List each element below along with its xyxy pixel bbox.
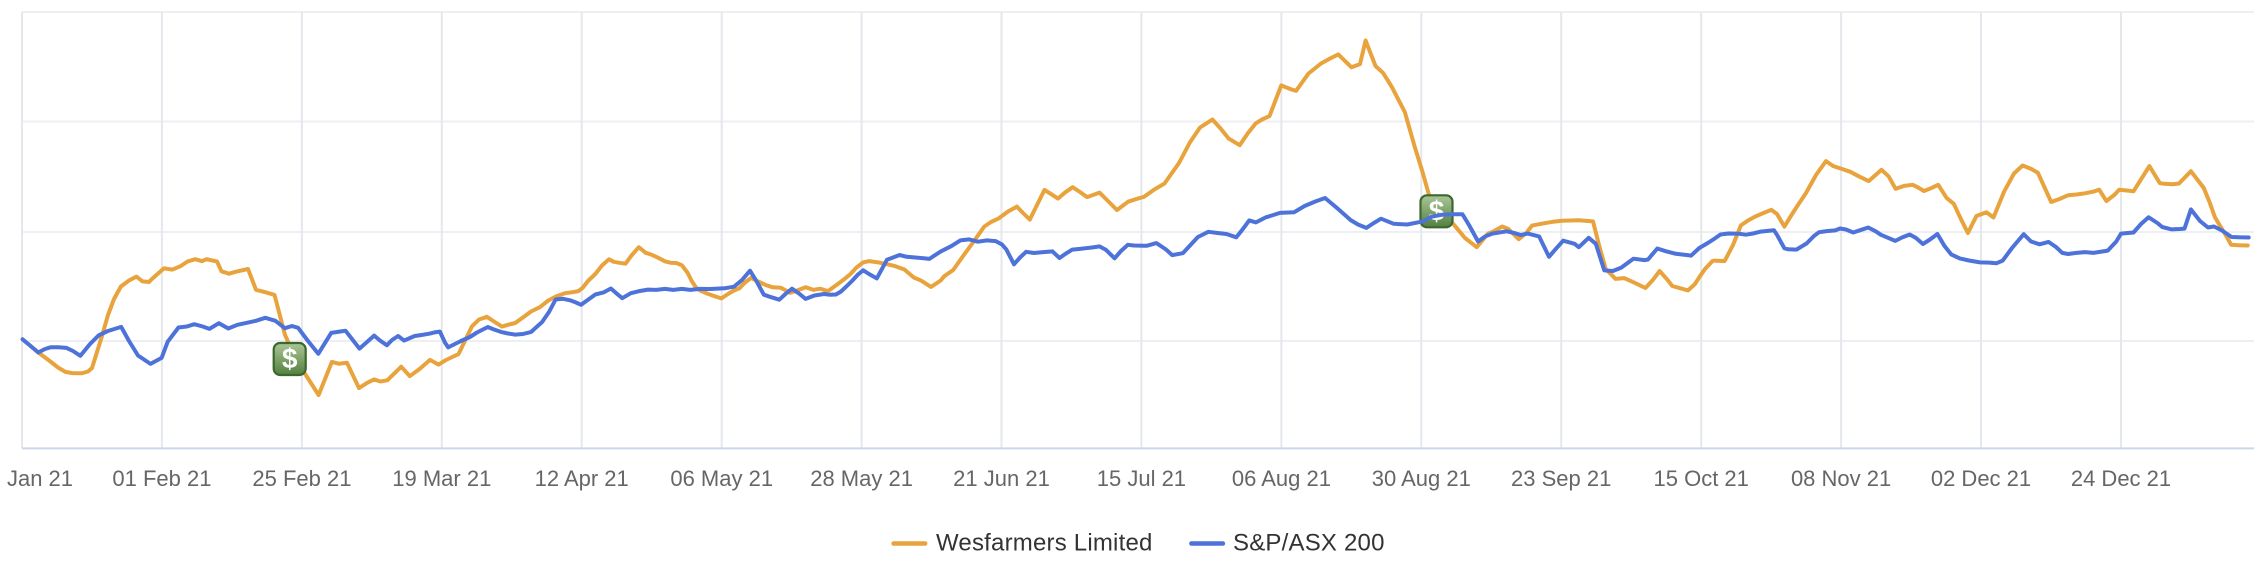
svg-text:23 Sep 21: 23 Sep 21 <box>1511 466 1611 491</box>
svg-text:15 Jul 21: 15 Jul 21 <box>1097 466 1186 491</box>
svg-text:25 Feb 21: 25 Feb 21 <box>252 466 351 491</box>
svg-text:15 Oct 21: 15 Oct 21 <box>1654 466 1749 491</box>
svg-text:12 Apr 21: 12 Apr 21 <box>535 466 629 491</box>
svg-text:08 Nov 21: 08 Nov 21 <box>1791 466 1891 491</box>
svg-text:S&P/ASX 200: S&P/ASX 200 <box>1233 530 1385 557</box>
svg-text:30 Aug 21: 30 Aug 21 <box>1372 466 1471 491</box>
svg-text:28 May 21: 28 May 21 <box>810 466 913 491</box>
svg-text:Wesfarmers Limited: Wesfarmers Limited <box>936 530 1153 557</box>
svg-text:01 Feb 21: 01 Feb 21 <box>112 466 211 491</box>
svg-text:Jan 21: Jan 21 <box>7 466 73 491</box>
svg-text:19 Mar 21: 19 Mar 21 <box>392 466 491 491</box>
svg-text:06 May 21: 06 May 21 <box>670 466 773 491</box>
svg-text:24 Dec 21: 24 Dec 21 <box>2071 466 2171 491</box>
svg-text:06 Aug 21: 06 Aug 21 <box>1232 466 1331 491</box>
svg-text:21 Jun 21: 21 Jun 21 <box>953 466 1050 491</box>
svg-text:02 Dec 21: 02 Dec 21 <box>1931 466 2031 491</box>
